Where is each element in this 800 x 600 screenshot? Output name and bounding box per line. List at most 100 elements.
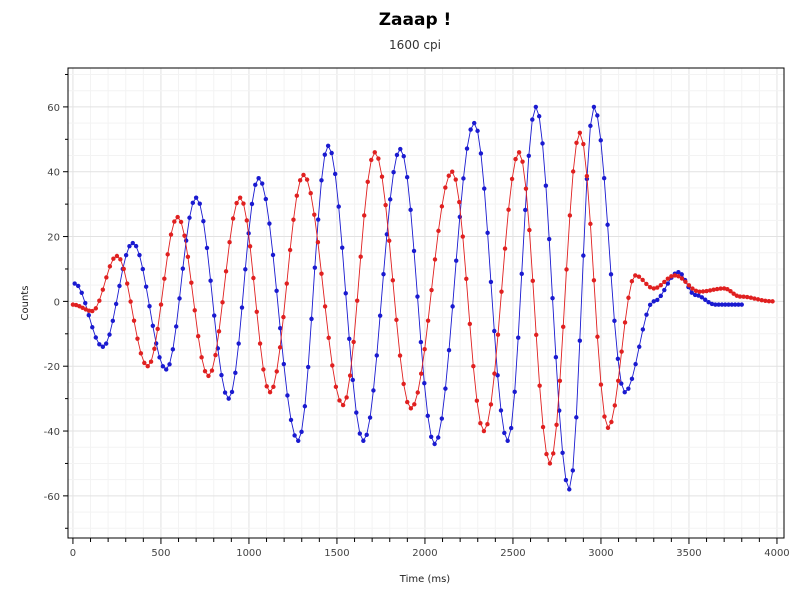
series-1-point [492, 371, 497, 376]
series-0-point [475, 128, 480, 134]
series-0-point [461, 176, 466, 181]
series-1-point [704, 288, 709, 294]
series-1-point [192, 308, 197, 313]
series-0-point [472, 120, 477, 126]
series-0-point [505, 438, 510, 443]
series-0-point [350, 377, 355, 383]
series-0-point [736, 302, 741, 307]
series-0-point [137, 252, 142, 258]
series-0-point [133, 243, 139, 249]
series-0-point [577, 338, 583, 343]
series-0-point [428, 434, 434, 439]
y-tick-label: -40 [44, 427, 60, 438]
series-0-point [411, 248, 417, 254]
series-0-point [689, 290, 694, 295]
series-1-point [453, 177, 458, 182]
series-1-point [138, 351, 144, 356]
series-1-point [189, 280, 194, 285]
series-1-point [577, 130, 583, 136]
x-tick-label: 4000 [764, 548, 789, 559]
series-0-point [274, 288, 279, 294]
series-0-point [713, 302, 718, 307]
series-1-point [308, 191, 313, 196]
series-0-point [502, 430, 507, 436]
series-0-point [732, 302, 738, 307]
series-0-point [570, 468, 575, 473]
series-1-point [605, 425, 611, 430]
series-1-point [609, 419, 614, 425]
series-0-point [177, 296, 182, 301]
series-0-point [692, 292, 698, 298]
series-0-point [260, 181, 265, 186]
series-0-point [408, 207, 413, 213]
series-1-point [362, 213, 367, 218]
series-0-point [180, 266, 186, 271]
series-0-point [739, 302, 744, 307]
series-0-point [526, 153, 531, 158]
series-1-point [495, 332, 501, 337]
x-tick-label: 500 [151, 548, 170, 559]
series-1-point [467, 321, 473, 327]
series-1-point [707, 288, 713, 293]
series-1-point [118, 257, 123, 262]
series-1-point [213, 352, 218, 358]
series-1-point [383, 202, 388, 208]
series-1-point [711, 287, 716, 292]
series-0-point [729, 302, 735, 307]
series-1-point [741, 294, 746, 299]
series-1-point [351, 339, 356, 345]
series-1-point [474, 398, 480, 403]
series-1-point [405, 399, 410, 405]
series-1-point [506, 207, 511, 212]
series-1-point [168, 232, 174, 237]
series-1-point [544, 451, 549, 457]
series-1-point [220, 300, 225, 305]
series-0-point [418, 339, 424, 345]
series-0-point [90, 325, 95, 330]
series-0-point [219, 372, 224, 378]
series-0-point [83, 300, 88, 306]
series-0-point [543, 183, 549, 188]
series-0-point [446, 348, 452, 353]
y-tick-label: 40 [47, 168, 60, 179]
series-1-point [223, 269, 229, 274]
series-1-point [152, 346, 157, 351]
series-0-point [249, 201, 255, 207]
series-1-point [241, 201, 246, 206]
series-0-point [512, 389, 517, 395]
series-0-point [619, 381, 624, 386]
series-1-point [697, 289, 702, 294]
series-1-point [679, 276, 685, 281]
series-1-point [172, 219, 177, 224]
series-1-point [365, 179, 370, 185]
series-1-point [86, 308, 92, 313]
y-tick-label: -20 [44, 362, 60, 373]
series-0-point [516, 335, 521, 340]
series-0-point [312, 265, 318, 270]
series-0-point [523, 207, 528, 213]
series-0-point [367, 415, 373, 420]
series-1-point [165, 252, 170, 257]
series-1-point [523, 186, 529, 191]
series-1-point [547, 461, 553, 466]
series-1-point [619, 349, 624, 354]
series-0-point [706, 299, 711, 305]
series-1-point [686, 283, 692, 288]
series-1-point [230, 216, 236, 221]
series-0-point [436, 435, 441, 440]
series-0-point [615, 356, 621, 361]
series-0-point [107, 332, 112, 337]
series-0-point [547, 236, 552, 242]
series-1-point [581, 141, 586, 147]
series-1-point [530, 278, 535, 284]
series-0-point [302, 404, 308, 409]
series-1-point [251, 275, 256, 281]
series-1-point [513, 156, 518, 162]
series-1-point [422, 346, 427, 352]
series-0-point [72, 281, 77, 286]
series-0-point [226, 396, 231, 401]
series-0-point [329, 150, 334, 156]
series-0-point [612, 318, 617, 324]
series-0-point [536, 114, 542, 119]
